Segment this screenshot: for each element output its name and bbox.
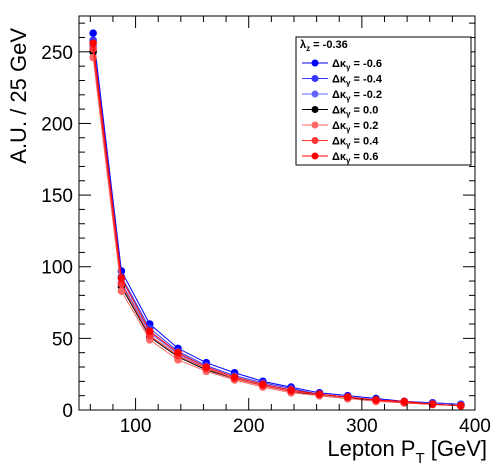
legend-label: Δκγ = 0.0: [332, 105, 378, 119]
series-point: [343, 393, 352, 401]
legend-marker: [311, 121, 319, 129]
legend-label: Δκγ = 0.4: [332, 136, 379, 150]
y-tick-label: 250: [41, 43, 73, 64]
y-tick-label: 50: [52, 329, 73, 350]
legend-marker: [311, 106, 319, 113]
legend-label-symbol: Δκ: [332, 89, 347, 101]
legend-label-sub: γ: [346, 79, 351, 88]
x-axis-title-main: Lepton P: [327, 436, 415, 461]
series-6: [89, 39, 465, 410]
legend-label-sub: γ: [346, 63, 351, 72]
legend-label: Δκγ = -0.2: [332, 89, 382, 103]
x-tick-label: 200: [233, 416, 265, 437]
series-point: [145, 327, 154, 336]
legend-entry: Δκγ = 0.6: [302, 151, 378, 165]
legend-header-value: = -0.36: [310, 39, 348, 51]
ticks-layer: [79, 16, 476, 411]
legend-marker: [311, 75, 319, 82]
plot-frame: [78, 15, 476, 411]
legend-entry: Δκγ = -0.4: [302, 74, 383, 88]
legend-label-value: = 0.4: [351, 136, 380, 148]
y-tick-label: 200: [41, 114, 73, 135]
y-tick-label: 100: [41, 258, 73, 279]
legend-label: Δκγ = 0.6: [332, 151, 378, 165]
series-point: [400, 397, 409, 406]
legend-header: λz = -0.36: [300, 39, 348, 53]
legend-label-sub: γ: [346, 94, 351, 103]
series-point: [174, 348, 182, 357]
x-tick-label: 100: [120, 416, 152, 437]
legend-label-value: = -0.6: [351, 58, 383, 70]
legend-marker: [311, 59, 319, 67]
series-point: [259, 380, 267, 389]
series-point: [372, 396, 380, 404]
x-axis-title: Lepton PT [GeV]: [327, 436, 487, 467]
legend-entry: Δκγ = 0.4: [302, 136, 379, 150]
series-point: [89, 45, 97, 53]
legend-label: Δκγ = -0.4: [332, 74, 383, 88]
legend-marker: [311, 152, 319, 160]
legend-label-value: = 0.6: [351, 151, 379, 163]
legend-label-symbol: Δκ: [332, 151, 347, 163]
legend-label-value: = 0.0: [351, 105, 379, 117]
y-axis-title: A.U. / 25 GeV: [6, 28, 31, 164]
legend-box: [295, 36, 472, 166]
series-line: [92, 48, 461, 407]
legend-entry: Δκγ = -0.6: [302, 58, 382, 72]
series-point: [287, 386, 295, 394]
series-layer: [89, 29, 465, 410]
series-point: [117, 287, 126, 295]
x-tick-label: 300: [346, 416, 378, 437]
legend-label-symbol: Δκ: [332, 105, 347, 117]
legend-label-sub: γ: [346, 110, 351, 119]
legend-label-symbol: Δκ: [332, 120, 347, 132]
legend-label-symbol: Δκ: [332, 58, 347, 70]
legend-label-sub: γ: [346, 141, 351, 150]
legend-entry: Δκγ = 0.0: [302, 105, 378, 119]
series-point: [117, 274, 126, 282]
x-axis-title-unit: [GeV]: [425, 436, 487, 461]
legend-header-sub: z: [306, 44, 310, 53]
legend-label: Δκγ = -0.6: [332, 58, 382, 72]
legend-label: Δκγ = 0.2: [332, 120, 378, 134]
series-line: [92, 43, 461, 407]
legend-entry: Δκγ = -0.2: [302, 89, 382, 103]
series-point: [428, 400, 437, 409]
x-axis-title-sub: T: [415, 450, 424, 467]
legend-label-symbol: Δκ: [332, 136, 347, 148]
series-point: [202, 363, 211, 371]
legend-label-symbol: Δκ: [332, 74, 347, 86]
y-tick-label: 0: [62, 401, 73, 422]
legend-entry: Δκγ = 0.2: [302, 120, 378, 134]
series-point: [457, 401, 465, 410]
series-point: [315, 390, 324, 399]
legend-marker: [311, 137, 319, 144]
series-point: [230, 373, 239, 381]
legend-label-value: = 0.2: [351, 120, 379, 132]
y-tick-label: 150: [41, 186, 73, 207]
legend-marker: [311, 90, 319, 98]
series-point: [89, 53, 97, 62]
legend-label-value: = -0.4: [351, 74, 383, 86]
legend-label-sub: γ: [346, 125, 351, 134]
tick-labels-layer: 100 200 300 400 0 50 100 150 200 250: [41, 43, 491, 437]
legend-label-value: = -0.2: [351, 89, 383, 101]
x-tick-label: 400: [459, 416, 491, 437]
legend-label-sub: γ: [346, 156, 351, 165]
series-point: [89, 29, 97, 37]
series-point: [89, 39, 97, 48]
legend-header-symbol: λ: [300, 39, 306, 51]
